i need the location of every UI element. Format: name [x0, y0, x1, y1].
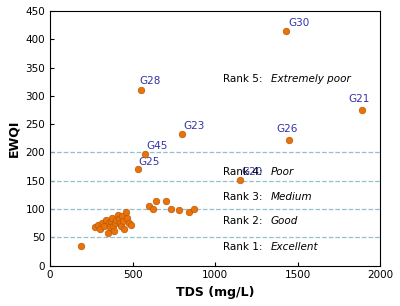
Point	[92, 225, 99, 230]
Point	[236, 177, 243, 182]
Text: G30: G30	[288, 18, 310, 28]
Text: G25: G25	[139, 157, 160, 166]
Text: Poor: Poor	[271, 167, 294, 177]
Point	[100, 224, 107, 229]
Point	[359, 107, 365, 112]
Point	[107, 225, 113, 230]
Text: Rank 2: Good: Rank 2: Good	[223, 216, 294, 226]
Point	[162, 198, 169, 203]
Point	[116, 217, 122, 222]
Point	[111, 228, 118, 233]
Point	[168, 207, 174, 211]
Point	[103, 218, 109, 223]
Point	[124, 215, 130, 220]
Point	[78, 243, 84, 248]
Point	[191, 207, 198, 211]
Point	[104, 230, 111, 235]
Text: G21: G21	[349, 94, 370, 104]
Point	[126, 221, 132, 226]
Point	[109, 215, 115, 220]
Text: Rank 1: Excellent: Rank 1: Excellent	[223, 242, 314, 252]
Point	[286, 137, 292, 142]
Point	[146, 204, 152, 209]
Point	[153, 198, 160, 203]
Text: G26: G26	[276, 124, 298, 134]
Text: Rank 3:: Rank 3:	[223, 192, 266, 202]
Text: Rank 2:: Rank 2:	[223, 216, 266, 226]
Point	[118, 224, 124, 229]
Text: Extremely poor: Extremely poor	[271, 74, 350, 84]
Point	[110, 224, 116, 229]
Point	[186, 209, 192, 214]
Point	[134, 167, 141, 172]
Text: G45: G45	[146, 141, 168, 151]
Text: G20: G20	[241, 167, 262, 177]
Point	[106, 221, 112, 226]
Text: Rank 5:: Rank 5:	[223, 74, 266, 84]
Point	[116, 221, 123, 226]
Point	[114, 212, 121, 217]
Text: Rank 4: Poor: Rank 4: Poor	[223, 167, 290, 177]
Text: Medium: Medium	[271, 192, 312, 202]
Point	[142, 151, 148, 156]
Point	[122, 209, 129, 214]
Point	[128, 222, 134, 227]
Point	[176, 208, 182, 213]
Text: Good: Good	[271, 216, 298, 226]
Point	[99, 221, 105, 226]
Point	[283, 28, 289, 33]
Text: Excellent: Excellent	[271, 242, 318, 252]
Text: Rank 4:: Rank 4:	[223, 167, 266, 177]
Point	[138, 88, 144, 93]
Text: G23: G23	[184, 121, 205, 132]
Point	[179, 132, 185, 137]
Point	[120, 219, 126, 224]
Point	[118, 213, 125, 218]
Point	[97, 226, 104, 231]
X-axis label: TDS (mg/L): TDS (mg/L)	[176, 286, 254, 299]
Point	[150, 207, 156, 211]
Point	[112, 221, 119, 226]
Text: G28: G28	[139, 76, 160, 86]
Y-axis label: EWQI: EWQI	[7, 120, 20, 157]
Text: Rank 5: Extremely poor: Rank 5: Extremely poor	[223, 74, 346, 84]
Text: Rank 3: Medium: Rank 3: Medium	[223, 192, 308, 202]
Point	[95, 222, 101, 227]
Point	[121, 226, 127, 231]
Point	[113, 218, 120, 223]
Point	[108, 219, 114, 224]
Text: Rank 1:: Rank 1:	[223, 242, 266, 252]
